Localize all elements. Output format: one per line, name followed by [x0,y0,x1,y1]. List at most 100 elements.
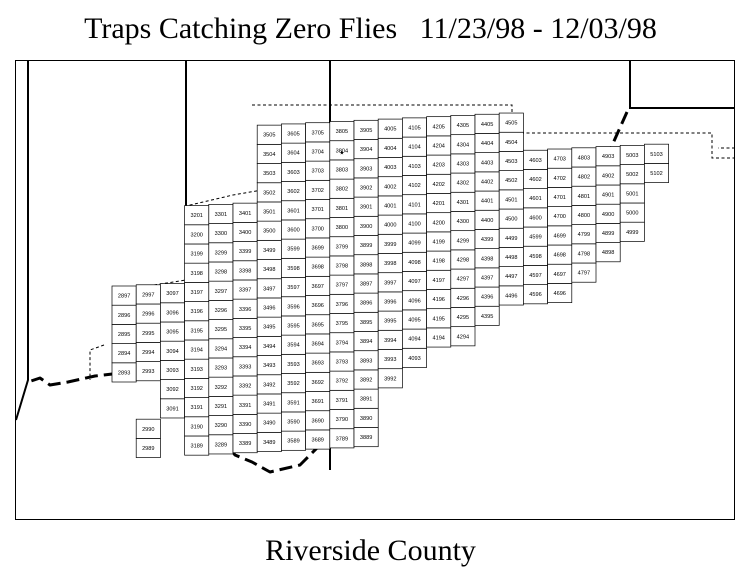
trap-label: 4094 [408,337,420,343]
trap-label: 4903 [602,154,614,160]
trap-label: 4902 [602,173,614,179]
trap-label: 3803 [336,168,348,174]
trap-label: 3092 [166,387,178,393]
star-marker: ★ [339,150,344,157]
trap-label: 4294 [457,334,469,340]
trap-label: 4205 [432,124,444,130]
trap-label: 3299 [215,250,227,256]
road-east [629,60,735,109]
trap-label: 4699 [553,233,565,239]
trap-label: 2893 [118,370,130,376]
trap-label: 3399 [239,249,251,255]
trap-label: 4797 [578,271,590,277]
trap-label: 3899 [360,243,372,249]
trap-label: 3505 [263,133,275,139]
trap-label: 3800 [336,225,348,231]
trap-label: 3400 [239,230,251,236]
trap-label: 4405 [481,122,493,128]
trap-label: 4698 [553,253,565,259]
trap-label: 3301 [215,212,227,218]
county-line-west [134,140,263,289]
trap-label: 3599 [287,247,299,253]
trap-label: 3199 [190,252,202,258]
trap-label: 4802 [578,175,590,181]
trap-label: 3994 [384,338,396,344]
trap-label: 4496 [505,293,517,299]
trap-label: 3795 [336,321,348,327]
trap-label: 3698 [311,265,323,271]
trap-label: 4102 [408,183,420,189]
trap-label: 3794 [336,340,348,346]
trap-label: 3591 [287,400,299,406]
trap-label: 3197 [190,290,202,296]
trap-label: 2990 [142,427,154,433]
trap-label: 3394 [239,345,251,351]
trap-label: 4505 [505,121,517,127]
trap-label: 4700 [553,214,565,220]
trap-label: 3091 [166,406,178,412]
trap-label: 3896 [360,301,372,307]
trap-label: 3993 [384,357,396,363]
trap-label: 4296 [457,296,469,302]
trap-label: 3497 [263,286,275,292]
trap-label: 2896 [118,313,130,319]
trap-label: 3999 [384,242,396,248]
trap-label: 3801 [336,206,348,212]
trap-label: 4395 [481,314,493,320]
trap-label: 4105 [408,125,420,131]
trap-label: 3792 [336,379,348,385]
trap-label: 4402 [481,179,493,185]
trap-label: 2897 [118,294,130,300]
trap-grid: 2893 2894 2895 2896 2897 2989 2990 2993 2994 2995… [111,112,669,458]
trap-label: 3692 [311,380,323,386]
trap-label: 3702 [311,188,323,194]
trap-label: 4297 [457,277,469,283]
trap-label: 3699 [311,246,323,252]
trap-label: 3391 [239,403,251,409]
trap-label: 3898 [360,262,372,268]
trap-label: 5102 [650,171,662,177]
trap-label: 3291 [215,404,227,410]
trap-label: 3791 [336,398,348,404]
trap-label: 3595 [287,324,299,330]
trap-label: 3697 [311,284,323,290]
trap-label: 4899 [602,231,614,237]
trap-label: 4204 [432,143,444,149]
trap-label: 3790 [336,417,348,423]
trap-label: 3691 [311,399,323,405]
trap-label: 5001 [626,191,638,197]
trap-label: 3398 [239,268,251,274]
trap-label: 4199 [432,239,444,245]
trap-label: 2994 [142,350,154,356]
trap-label: 3504 [263,152,275,158]
trap-label: 3189 [190,444,202,450]
trap-label: 3998 [384,261,396,267]
trap-label: 3493 [263,363,275,369]
trap-label: 4303 [457,161,469,167]
trap-label: 4099 [408,241,420,247]
trap-label: 4703 [553,157,565,163]
trap-label: 2996 [142,312,154,318]
trap-label: 4103 [408,164,420,170]
road-west [15,60,29,421]
trap-label: 3190 [190,424,202,430]
trap-label: 3592 [287,381,299,387]
trap-label: 4202 [432,182,444,188]
trap-label: 3690 [311,418,323,424]
trap-label: 3594 [287,343,299,349]
trap-label: 4301 [457,200,469,206]
trap-label: 4198 [432,259,444,265]
trap-label: 3602 [287,189,299,195]
trap-label: 3590 [287,420,299,426]
trap-label: 3693 [311,361,323,367]
trap-label: 3995 [384,319,396,325]
trap-label: 4798 [578,251,590,257]
trap-label: 4398 [481,256,493,262]
trap-label: 2895 [118,332,130,338]
trap-label: 3705 [311,130,323,136]
trap-label: 3805 [336,129,348,135]
trap-label: 3489 [263,440,275,446]
trap-label: 4603 [529,158,541,164]
trap-label: 3796 [336,302,348,308]
trap-label: 3192 [190,386,202,392]
